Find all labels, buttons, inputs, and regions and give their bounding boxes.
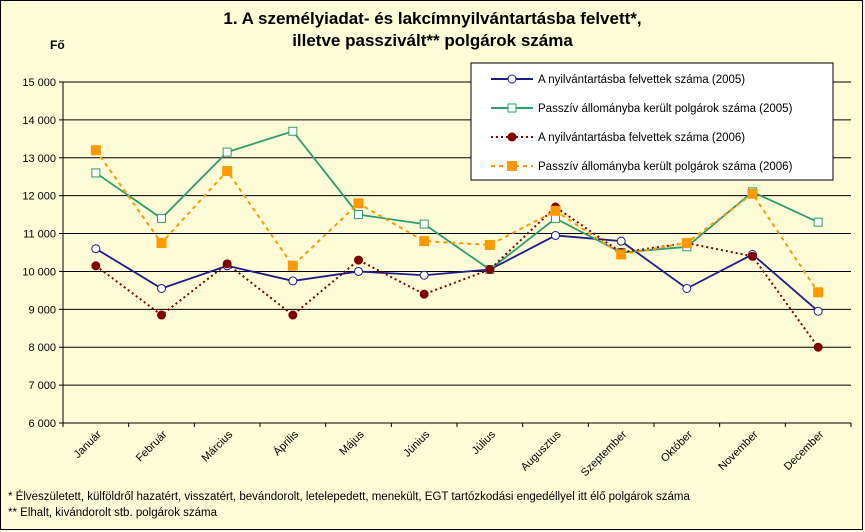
data-point-series-3 (748, 251, 757, 261)
chart-title-line2: illetve passzivált** polgárok száma (292, 31, 573, 50)
y-tick-label: 10 000 (22, 266, 56, 278)
data-point-series-2 (222, 147, 232, 157)
x-tick-label: Október (659, 428, 695, 464)
x-tick-label: Május (337, 428, 367, 458)
y-tick-label: 11 000 (23, 229, 56, 241)
x-tick-label: December (782, 428, 827, 473)
data-point-series-1 (682, 283, 692, 293)
legend-swatch-marker (507, 161, 517, 171)
data-point-series-3 (91, 261, 101, 271)
x-tick-label: Március (200, 428, 236, 464)
x-tick-label: Szeptember (579, 428, 630, 479)
x-tick-label: Augusztus (519, 428, 564, 473)
legend-box (470, 62, 834, 181)
legend-swatch-marker (507, 132, 517, 142)
data-point-series-1 (419, 270, 429, 280)
data-point-series-2 (354, 210, 363, 220)
data-point-series-4 (747, 188, 758, 199)
chart-title: 1. A személyiadat- és lakcímnyilvántartá… (0, 8, 865, 52)
legend-swatch-marker (507, 74, 517, 84)
data-point-series-1 (91, 244, 101, 254)
data-point-series-2 (157, 213, 166, 223)
data-point-series-4 (616, 249, 627, 260)
data-point-series-1 (354, 266, 363, 276)
data-point-series-3 (813, 342, 823, 352)
y-tick-label: 6 000 (28, 418, 56, 430)
data-point-series-3 (288, 310, 298, 320)
data-point-series-4 (156, 238, 167, 249)
data-point-series-4 (550, 205, 561, 216)
y-tick-label: 8 000 (28, 342, 56, 354)
legend-label: Passzív állományba került polgárok száma… (538, 161, 793, 173)
y-tick-label: 7 000 (28, 380, 56, 392)
x-tick-label: November (716, 428, 761, 473)
y-tick-label: 9 000 (28, 304, 56, 316)
data-point-series-2 (419, 219, 429, 229)
series-line-3 (95, 205, 819, 348)
x-tick-label: Július (470, 428, 499, 457)
footnote-2: ** Elhalt, kivándorolt stb. polgárok szá… (8, 507, 218, 519)
data-point-series-3 (354, 255, 363, 265)
data-point-series-1 (813, 306, 823, 316)
data-point-series-4 (813, 287, 824, 298)
y-tick-label: 14 000 (22, 115, 56, 127)
y-tick-label: 15 000 (22, 77, 56, 89)
series-line-1 (95, 234, 819, 312)
data-point-series-4 (681, 238, 692, 249)
legend-label: A nyilvántartásba felvettek száma (2005) (538, 74, 745, 86)
data-point-series-1 (616, 236, 626, 246)
y-axis-unit-label: Fő (50, 38, 65, 52)
chart-title-line1: 1. A személyiadat- és lakcímnyilvántartá… (223, 9, 642, 28)
data-point-series-2 (91, 168, 101, 178)
footnote-1: * Élveszületett, külföldről hazatért, vi… (8, 491, 690, 503)
x-tick-label: Január (72, 428, 105, 461)
x-tick-label: Június (401, 428, 432, 459)
x-tick-label: Április (271, 428, 302, 459)
legend-label: A nyilvántartásba felvettek száma (2006) (538, 132, 745, 144)
data-point-series-3 (485, 265, 495, 275)
series-line-4 (95, 149, 819, 293)
data-point-series-1 (157, 283, 166, 293)
data-point-series-1 (288, 276, 298, 286)
legend-swatch-marker (507, 103, 517, 113)
data-point-series-4 (484, 239, 495, 250)
data-point-series-3 (222, 259, 232, 269)
y-tick-label: 12 000 (22, 191, 56, 203)
data-point-series-4 (90, 145, 101, 156)
data-point-series-4 (353, 198, 364, 209)
data-point-series-4 (222, 166, 233, 177)
data-point-series-1 (551, 230, 560, 240)
data-point-series-3 (157, 310, 166, 320)
data-point-series-2 (813, 217, 823, 227)
data-point-series-2 (288, 126, 298, 136)
footnotes: * Élveszületett, külföldről hazatért, vi… (8, 489, 690, 521)
y-tick-label: 13 000 (22, 153, 56, 165)
legend-label: Passzív állományba került polgárok száma… (538, 103, 793, 115)
series-line-2 (95, 130, 819, 271)
data-point-series-3 (419, 289, 429, 299)
data-point-series-4 (287, 260, 298, 271)
x-tick-label: Február (134, 428, 170, 464)
data-point-series-4 (419, 236, 430, 247)
